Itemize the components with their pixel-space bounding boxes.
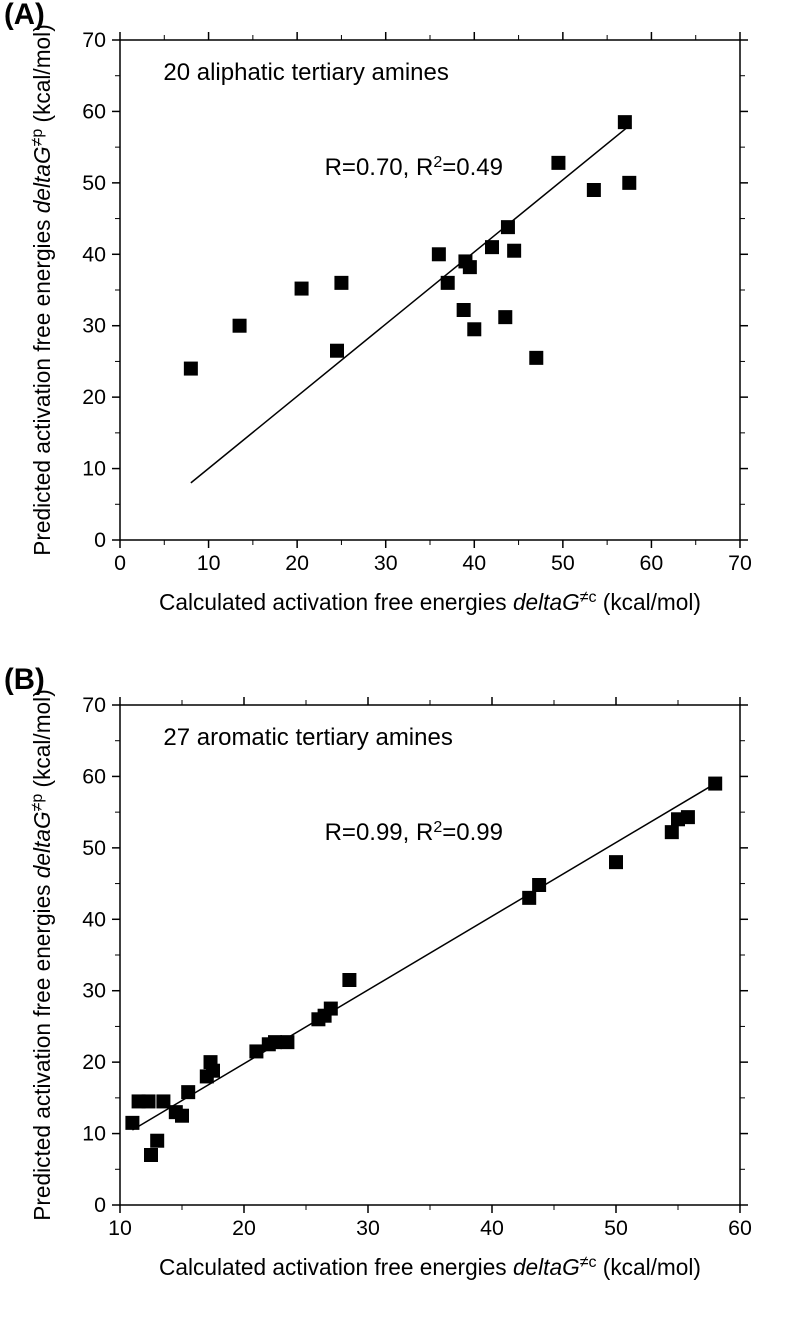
y-tick-label: 20 (82, 1050, 106, 1074)
data-point (522, 891, 536, 905)
r-annotation: R=0.70, R2=0.49 (325, 154, 503, 181)
x-tick-label: 30 (356, 1216, 380, 1240)
x-tick-label: 10 (108, 1216, 132, 1240)
x-axis-label: Calculated activation free energies delt… (159, 589, 701, 615)
data-point (144, 1148, 158, 1162)
y-tick-label: 50 (82, 171, 106, 195)
data-point (498, 310, 512, 324)
x-tick-label: 40 (462, 551, 486, 575)
data-point (485, 240, 499, 254)
data-point (587, 183, 601, 197)
data-point (125, 1116, 139, 1130)
data-point (206, 1064, 220, 1078)
y-tick-label: 20 (82, 385, 106, 409)
x-tick-label: 40 (480, 1216, 504, 1240)
data-point (501, 220, 515, 234)
data-point (551, 156, 565, 170)
data-point (708, 777, 722, 791)
data-point (249, 1044, 263, 1058)
panel-a-svg: 0 10 20 30 40 50 60 70 0 10 20 30 40 50 60 70 Calculated… (0, 0, 790, 650)
y-tick-label: 70 (82, 28, 106, 52)
panel-a-label: (A) (4, 0, 45, 32)
data-point (507, 244, 521, 258)
data-point (268, 1035, 282, 1049)
data-point (184, 362, 198, 376)
data-point (681, 810, 695, 824)
y-tick-label: 10 (82, 1122, 106, 1146)
data-point (280, 1035, 294, 1049)
data-point (150, 1134, 164, 1148)
x-tick-label: 70 (728, 551, 752, 575)
x-tick-label: 60 (640, 551, 664, 575)
data-point (330, 344, 344, 358)
x-tick-label: 20 (285, 551, 309, 575)
data-point (457, 303, 471, 317)
x-tick-label: 50 (604, 1216, 628, 1240)
data-point (334, 276, 348, 290)
y-tick-label: 50 (82, 836, 106, 860)
data-point (532, 878, 546, 892)
data-point (142, 1094, 156, 1108)
panel-a: (A) 0 10 20 30 40 50 60 70 0 10 20 30 40 50 60 70 Calcul… (0, 0, 790, 650)
y-tick-label: 0 (94, 1193, 106, 1217)
data-point (609, 855, 623, 869)
data-point (342, 973, 356, 987)
y-axis-label: Predicted activation free energies delta… (29, 24, 55, 556)
y-tick-label: 60 (82, 764, 106, 788)
x-tick-label: 20 (232, 1216, 256, 1240)
x-tick-label: 50 (551, 551, 575, 575)
plot-frame (120, 705, 740, 1205)
panel-b: (B) 102030405060010203040506070Calculate… (0, 665, 790, 1315)
data-point (618, 115, 632, 129)
panel-b-label: (B) (4, 663, 45, 697)
title-annotation: 27 aromatic tertiary amines (163, 724, 452, 751)
data-point (324, 1002, 338, 1016)
x-tick-label: 0 (114, 551, 126, 575)
data-point (622, 176, 636, 190)
y-tick-label: 0 (94, 528, 106, 552)
y-tick-label: 40 (82, 907, 106, 931)
data-point (441, 276, 455, 290)
data-point (175, 1109, 189, 1123)
x-axis-label: Calculated activation free energies delt… (159, 1254, 701, 1280)
data-point (463, 260, 477, 274)
data-point (295, 282, 309, 296)
y-tick-label: 30 (82, 314, 106, 338)
data-point (529, 351, 543, 365)
y-tick-label: 10 (82, 457, 106, 481)
data-point (156, 1094, 170, 1108)
data-point (233, 319, 247, 333)
y-tick-label: 30 (82, 979, 106, 1003)
data-point (665, 825, 679, 839)
data-point (181, 1085, 195, 1099)
r-annotation: R=0.99, R2=0.99 (325, 819, 503, 846)
figure: (A) 010203040506070010203040506070Calcul… (0, 0, 800, 1327)
y-tick-label: 60 (82, 99, 106, 123)
x-tick-label: 60 (728, 1216, 752, 1240)
data-point (467, 322, 481, 336)
x-tick-label: 10 (197, 551, 221, 575)
y-tick-label: 40 (82, 242, 106, 266)
data-point (432, 247, 446, 261)
x-tick-label: 30 (374, 551, 398, 575)
y-axis-label: Predicted activation free energies delta… (29, 689, 55, 1221)
title-annotation: 20 aliphatic tertiary amines (163, 59, 448, 86)
panel-b-svg: 102030405060010203040506070Calculated ac… (0, 665, 790, 1315)
y-tick-label: 70 (82, 693, 106, 717)
